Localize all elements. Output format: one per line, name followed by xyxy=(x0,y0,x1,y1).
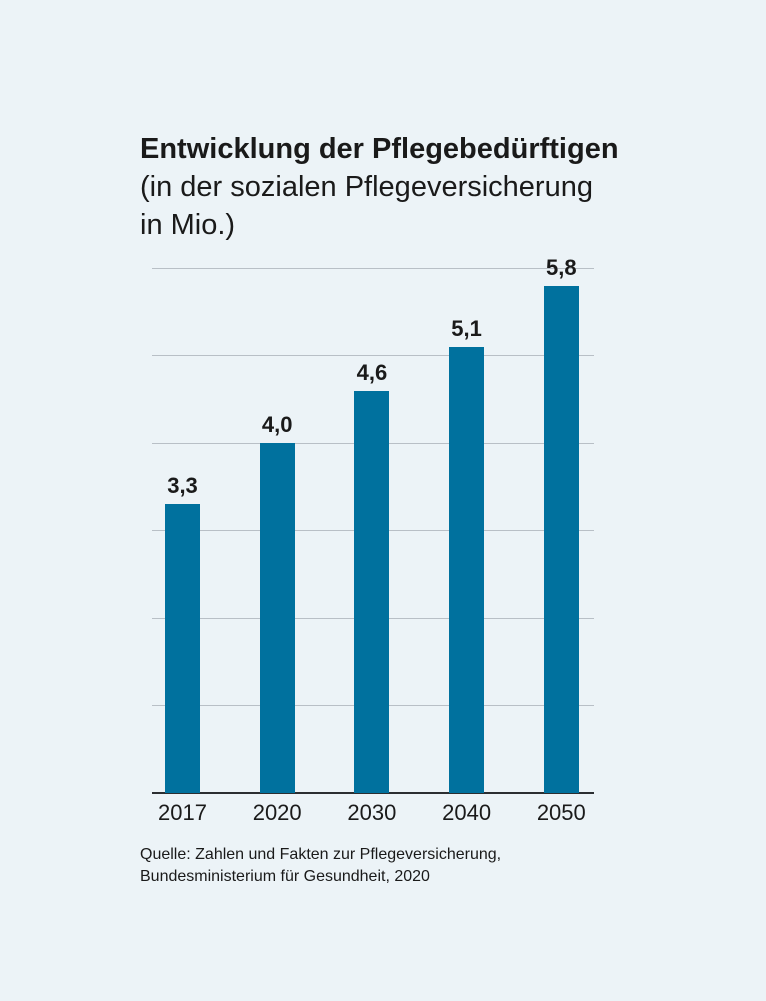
bar-2030 xyxy=(354,390,390,793)
x-tick-label-2017: 2017 xyxy=(158,800,207,825)
gridline-5 xyxy=(152,355,594,356)
value-label-2050: 5,8 xyxy=(546,254,577,280)
value-label-2020: 4,0 xyxy=(261,412,293,437)
source-line2: Bundesministerium für Gesundheit, 2020 xyxy=(140,868,430,885)
x-tick-label-2030: 2030 xyxy=(347,800,397,825)
source-line1: Quelle: Zahlen und Fakten zur Pflegevers… xyxy=(140,846,502,863)
bar-2017 xyxy=(165,504,200,793)
chart-title-line1: Entwicklung der Pflegebedürftigen xyxy=(140,133,619,165)
x-tick-label-2040: 2040 xyxy=(442,800,492,825)
chart-title-line2: (in der sozialen Pflegeversicherung xyxy=(140,171,593,203)
value-label-2040: 5,1 xyxy=(451,315,482,341)
value-label-2017: 3,3 xyxy=(167,473,198,499)
x-axis-line xyxy=(152,792,594,794)
source-note: Quelle: Zahlen und Fakten zur Pflegevers… xyxy=(140,844,620,888)
x-tick-label-2050: 2050 xyxy=(536,800,586,825)
x-tick-label-2020: 2020 xyxy=(252,800,302,825)
bar-chart-plot: 3,3 2017 4,0 2020 4,6 2030 5,1 2040 5,8 2050 xyxy=(152,255,594,825)
chart-title: Entwicklung der Pflegebedürftigen (in de… xyxy=(140,130,660,244)
value-label-2030: 4,6 xyxy=(356,359,388,385)
bar-2050 xyxy=(543,285,579,793)
chart-title-line3: in Mio.) xyxy=(140,209,236,241)
bar-2040 xyxy=(449,346,485,793)
gridline-6 xyxy=(152,267,594,269)
bar-2020 xyxy=(259,443,295,793)
